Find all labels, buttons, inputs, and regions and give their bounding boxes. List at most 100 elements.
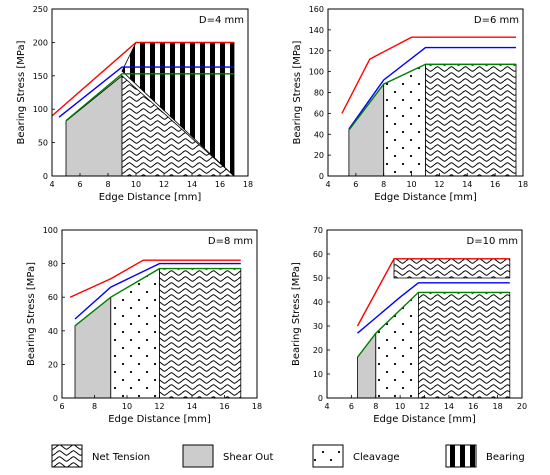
- x-tick-label: 6: [349, 402, 354, 411]
- y-tick-label: 50: [313, 274, 323, 283]
- y-axis-label: Bearing Stress [MPa]: [26, 262, 37, 366]
- series-line-2: [74, 262, 241, 320]
- series-line-2: [348, 46, 516, 130]
- series-line-3: [65, 73, 234, 122]
- panel-label: D=8 mm: [208, 236, 253, 247]
- x-tick-label: 8: [105, 180, 110, 189]
- x-tick-label: 16: [468, 402, 478, 411]
- x-tick-label: 18: [518, 180, 528, 189]
- series-line-1: [69, 259, 241, 298]
- x-tick-label: 4: [49, 180, 54, 189]
- y-tick-label: 100: [43, 226, 58, 235]
- region-net-tension: [393, 258, 511, 279]
- y-tick-label: 100: [33, 105, 48, 114]
- y-axis-label: Bearing Stress [MPa]: [291, 262, 302, 366]
- x-tick-label: 8: [373, 402, 378, 411]
- panel-label: D=6 mm: [474, 15, 519, 26]
- x-tick-label: 18: [493, 402, 503, 411]
- chart-panel-3: 6 8 10 12 14 16 18 0 20 40 60 80 100 Edge Distance [m…: [26, 226, 262, 425]
- x-tick-label: 14: [187, 180, 197, 189]
- y-tick-label: 250: [33, 5, 48, 14]
- x-tick-label: 16: [490, 180, 500, 189]
- region-net-tension: [159, 268, 242, 399]
- legend-swatch-cleavage: [312, 444, 344, 468]
- y-tick-label: 10: [313, 370, 323, 379]
- x-tick-label: 14: [444, 402, 454, 411]
- x-tick-label: 6: [353, 180, 358, 189]
- region-net-tension: [425, 63, 517, 177]
- x-tick-label: 14: [462, 180, 472, 189]
- x-tick-label: 16: [219, 402, 229, 411]
- chart-panel-4: 4 6 8 10 12 14 16 18 20 0 10 20 30 40 50 60 70 Edge Dista…: [291, 226, 527, 425]
- y-tick-label: 80: [48, 260, 58, 269]
- series-line-3: [356, 291, 510, 358]
- x-tick-label: 12: [154, 402, 164, 411]
- x-tick-label: 12: [159, 180, 169, 189]
- panel-label: D=4 mm: [199, 15, 244, 26]
- legend-swatch-bearing: [445, 444, 477, 468]
- region-net-tension: [417, 291, 511, 399]
- series-line-2: [357, 282, 510, 334]
- x-tick-label: 8: [92, 402, 97, 411]
- panel-label: D=10 mm: [467, 236, 518, 247]
- y-tick-label: 140: [309, 26, 324, 35]
- series-line-1: [356, 258, 510, 327]
- legend-label-shear-out: Shear Out: [223, 452, 273, 463]
- y-tick-label: 40: [48, 327, 58, 336]
- series-line-2: [58, 66, 234, 118]
- region-shear-out: [357, 332, 377, 399]
- y-axis-label: Bearing Stress [MPa]: [16, 40, 27, 144]
- chart-panel-1: 4 6 8 10 12 14 16 18 0 50 100 150 200 250 Edge Distanc…: [16, 5, 253, 203]
- x-tick-label: 6: [77, 180, 82, 189]
- region-cleavage: [375, 291, 419, 399]
- plot-frame: [51, 8, 249, 177]
- y-tick-label: 60: [314, 109, 324, 118]
- y-tick-label: 0: [53, 394, 58, 403]
- series-line-3: [348, 63, 516, 131]
- y-tick-label: 40: [314, 130, 324, 139]
- y-tick-label: 120: [309, 47, 324, 56]
- x-axis-label: Edge Distance [mm]: [99, 192, 202, 203]
- x-tick-label: 10: [122, 402, 132, 411]
- y-tick-label: 70: [313, 226, 323, 235]
- chart-panel-2: 4 6 8 10 12 14 16 18 0 20 40 60 80 100 120 140 160 Edge D…: [292, 5, 528, 203]
- legend-label-net-tension: Net Tension: [92, 452, 150, 463]
- region-shear-out: [348, 82, 385, 177]
- x-axis-label: Edge Distance [mm]: [374, 192, 477, 203]
- y-tick-label: 100: [309, 68, 324, 77]
- x-axis-label: Edge Distance [mm]: [108, 414, 211, 425]
- x-tick-label: 10: [131, 180, 141, 189]
- y-tick-label: 30: [313, 322, 323, 331]
- x-tick-label: 12: [419, 402, 429, 411]
- y-tick-label: 60: [313, 250, 323, 259]
- x-tick-label: 20: [517, 402, 527, 411]
- x-tick-label: 8: [381, 180, 386, 189]
- region-shear-out: [65, 74, 123, 177]
- x-tick-label: 10: [395, 402, 405, 411]
- legend: Net Tension Shear Out Cleavage Bearing: [51, 444, 525, 468]
- y-tick-label: 20: [314, 151, 324, 160]
- region-cleavage: [110, 267, 160, 399]
- x-axis-label: Edge Distance [mm]: [373, 414, 476, 425]
- x-tick-label: 16: [215, 180, 225, 189]
- y-tick-label: 150: [33, 72, 48, 81]
- y-tick-label: 200: [33, 38, 48, 47]
- y-tick-label: 50: [38, 139, 48, 148]
- y-tick-label: 40: [313, 298, 323, 307]
- legend-swatch-shear-out: [182, 444, 214, 468]
- y-tick-label: 60: [48, 293, 58, 302]
- series-line-1: [341, 36, 516, 114]
- x-tick-label: 12: [434, 180, 444, 189]
- series-line-1: [51, 41, 234, 117]
- x-tick-label: 4: [325, 180, 330, 189]
- y-tick-label: 0: [43, 172, 48, 181]
- y-tick-label: 80: [314, 89, 324, 98]
- y-axis-label: Bearing Stress [MPa]: [292, 40, 303, 144]
- legend-label-cleavage: Cleavage: [353, 452, 400, 463]
- legend-swatch-net-tension: [51, 444, 83, 468]
- x-tick-label: 18: [243, 180, 253, 189]
- y-tick-label: 20: [313, 346, 323, 355]
- x-tick-label: 4: [324, 402, 329, 411]
- y-tick-label: 0: [319, 172, 324, 181]
- x-tick-label: 18: [252, 402, 262, 411]
